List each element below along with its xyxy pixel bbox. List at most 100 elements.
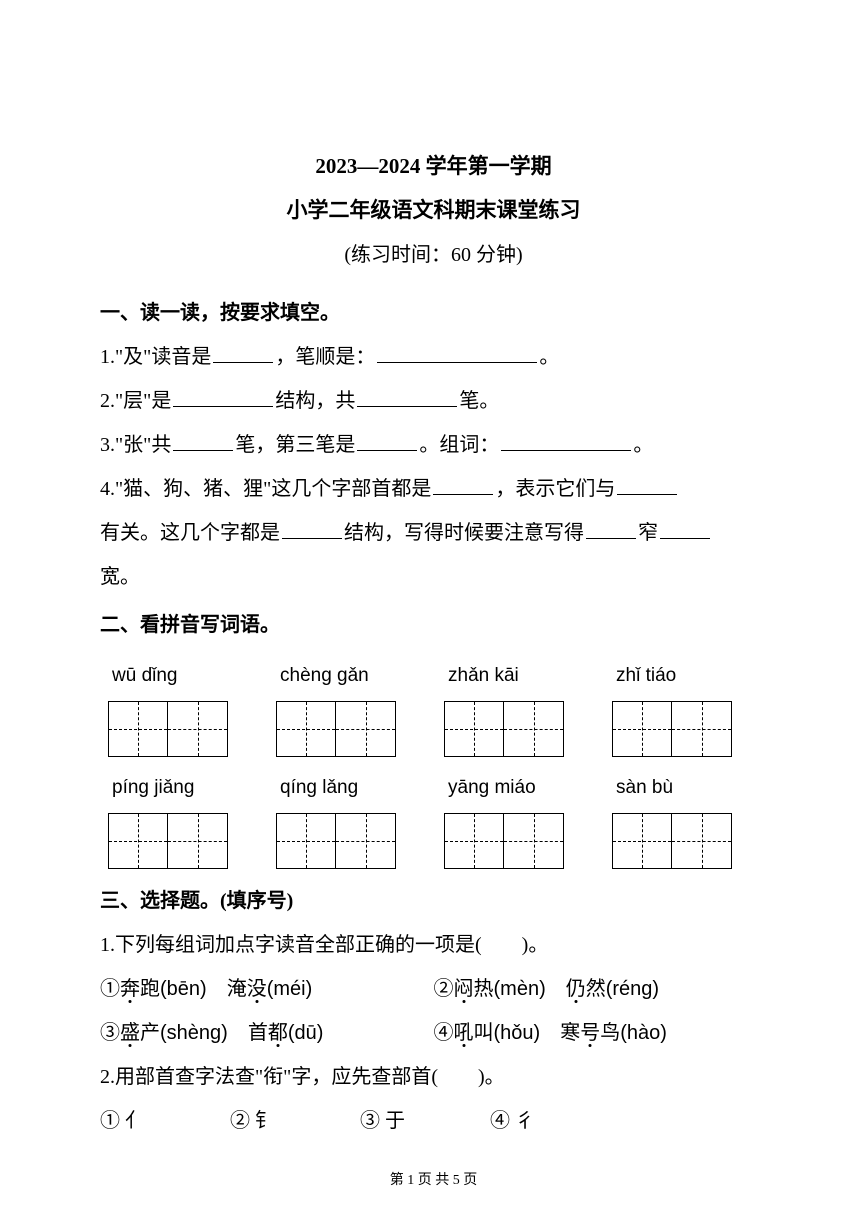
section3-q1-options: ①奔跑(bēn) 淹没(méi) ②闷热(mèn) 仍然(réng) ③盛产(s… xyxy=(100,967,767,1055)
pinyin-row-2: píng jiǎng qíng lǎng yāng miáo sàn bù xyxy=(100,767,767,809)
blank[interactable] xyxy=(357,387,457,407)
writing-box[interactable] xyxy=(108,813,228,869)
writing-box[interactable] xyxy=(612,813,732,869)
blank[interactable] xyxy=(617,475,677,495)
opt-pinyin: (réng) xyxy=(606,978,659,1000)
section2-heading: 二、看拼音写词语。 xyxy=(100,603,767,647)
q1-text-a: 1."及"读音是 xyxy=(100,346,211,368)
q4-text-f: 宽。 xyxy=(100,566,140,588)
option-2[interactable]: ②闷热(mèn) 仍然(réng) xyxy=(434,967,768,1011)
option-2[interactable]: ② 钅 xyxy=(230,1099,360,1143)
writing-box[interactable] xyxy=(276,813,396,869)
time-note: (练习时间：60 分钟) xyxy=(100,238,767,267)
pinyin-label: píng jiǎng xyxy=(112,767,232,809)
footer-text: 第 xyxy=(390,1173,408,1188)
option-4[interactable]: ④ 彳 xyxy=(490,1099,620,1143)
q2-text-a: 2."层"是 xyxy=(100,390,171,412)
content-body: 一、读一读，按要求填空。 1."及"读音是 ，笔顺是： 。 2."层"是 结构，共 笔。… xyxy=(100,291,767,1143)
opt-char: 跑 xyxy=(140,978,160,1000)
section1-q4: 4."猫、狗、猪、狸"这几个字部首都是 ，表示它们与 有关。这几个字都是 结构，写得… xyxy=(100,467,767,599)
opt-char: 淹 xyxy=(227,978,247,1000)
dotted-char: 仍 xyxy=(566,978,586,1000)
q3-text-c: 。组词： xyxy=(419,434,499,456)
pinyin-label: chèng gǎn xyxy=(280,655,400,697)
section3-heading: 三、选择题。(填序号) xyxy=(100,879,767,923)
writing-box[interactable] xyxy=(612,701,732,757)
blank[interactable] xyxy=(660,519,710,539)
pinyin-label: qíng lǎng xyxy=(280,767,400,809)
section1-q1: 1."及"读音是，笔顺是：。 xyxy=(100,335,767,379)
q4-text-d: 结构，写得时候要注意写得 xyxy=(344,522,584,544)
page-footer: 第 1 页 共 5 页 xyxy=(0,1169,867,1189)
dotted-char: 奔 xyxy=(120,978,140,1000)
opt-char: 然 xyxy=(586,978,606,1000)
section3-q2-options: ① 亻 ② 钅 ③ 于 ④ 彳 xyxy=(100,1099,767,1143)
pinyin-label: wū dǐng xyxy=(112,655,232,697)
opt-char: 鸟 xyxy=(600,1022,620,1044)
opt-pinyin: (hǒu) xyxy=(494,1022,541,1044)
opt-pinyin: (hào) xyxy=(620,1022,667,1044)
section3-q1: 1.下列每组词加点字读音全部正确的一项是( )。 xyxy=(100,923,767,967)
q4-text-c: 有关。这几个字都是 xyxy=(100,522,280,544)
pinyin-label: yāng miáo xyxy=(448,767,568,809)
opt-num: ③ xyxy=(100,1022,120,1044)
dotted-char: 号 xyxy=(580,1022,600,1044)
opt-pinyin: (shèng) xyxy=(160,1022,228,1044)
pinyin-row-1: wū dǐng chèng gǎn zhǎn kāi zhǐ tiáo xyxy=(100,655,767,697)
q2-text-c: 笔。 xyxy=(459,390,499,412)
footer-text: 页 xyxy=(460,1173,478,1188)
q3-text-d: 。 xyxy=(633,434,653,456)
dotted-char: 都 xyxy=(268,1022,288,1044)
option-1[interactable]: ① 亻 xyxy=(100,1099,230,1143)
opt-char: 寒 xyxy=(560,1022,580,1044)
option-3[interactable]: ③盛产(shèng) 首都(dū) xyxy=(100,1011,434,1055)
opt-pinyin: (mèn) xyxy=(494,978,546,1000)
section1-q2: 2."层"是 结构，共 笔。 xyxy=(100,379,767,423)
opt-char: 热 xyxy=(474,978,494,1000)
dotted-char: 没 xyxy=(247,978,267,1000)
opt-pinyin: (dū) xyxy=(288,1022,324,1044)
dotted-char: 闷 xyxy=(454,978,474,1000)
blank[interactable] xyxy=(173,387,273,407)
opt-char: 产 xyxy=(140,1022,160,1044)
opt-char: 叫 xyxy=(474,1022,494,1044)
writing-box[interactable] xyxy=(276,701,396,757)
writing-box[interactable] xyxy=(444,701,564,757)
opt-pinyin: (bēn) xyxy=(160,978,207,1000)
opt-pinyin: (méi) xyxy=(267,978,313,1000)
pinyin-label: zhǎn kāi xyxy=(448,655,568,697)
blank[interactable] xyxy=(377,343,537,363)
q1-text-b: ，笔顺是： xyxy=(275,346,375,368)
option-3[interactable]: ③ 于 xyxy=(360,1099,490,1143)
opt-char: 首 xyxy=(248,1022,268,1044)
blank[interactable] xyxy=(213,343,273,363)
footer-text: 页 共 xyxy=(414,1173,453,1188)
title-line-1: 2023—2024 学年第一学期 xyxy=(100,150,767,180)
blank[interactable] xyxy=(282,519,342,539)
blank[interactable] xyxy=(173,431,233,451)
dotted-char: 吼 xyxy=(454,1022,474,1044)
document-header: 2023—2024 学年第一学期 小学二年级语文科期末课堂练习 (练习时间：60… xyxy=(100,150,767,267)
q2-text-b: 结构，共 xyxy=(275,390,355,412)
opt-num: ① xyxy=(100,978,120,1000)
q4-text-b: ，表示它们与 xyxy=(495,478,615,500)
option-4[interactable]: ④吼叫(hǒu) 寒号鸟(hào) xyxy=(434,1011,768,1055)
blank[interactable] xyxy=(357,431,417,451)
blank[interactable] xyxy=(433,475,493,495)
q3-text-b: 笔，第三笔是 xyxy=(235,434,355,456)
pinyin-label: zhǐ tiáo xyxy=(616,655,736,697)
q3-text-a: 3."张"共 xyxy=(100,434,171,456)
q4-text-e: 窄 xyxy=(638,522,658,544)
pinyin-label: sàn bù xyxy=(616,767,736,809)
dotted-char: 盛 xyxy=(120,1022,140,1044)
opt-num: ④ xyxy=(434,1022,454,1044)
blank[interactable] xyxy=(586,519,636,539)
writing-box[interactable] xyxy=(444,813,564,869)
option-1[interactable]: ①奔跑(bēn) 淹没(méi) xyxy=(100,967,434,1011)
section3-q2: 2.用部首查字法查"衔"字，应先查部首( )。 xyxy=(100,1055,767,1099)
writing-box[interactable] xyxy=(108,701,228,757)
q4-text-a: 4."猫、狗、猪、狸"这几个字部首都是 xyxy=(100,478,431,500)
section1-heading: 一、读一读，按要求填空。 xyxy=(100,291,767,335)
blank[interactable] xyxy=(501,431,631,451)
writing-box-row-2 xyxy=(100,813,767,869)
